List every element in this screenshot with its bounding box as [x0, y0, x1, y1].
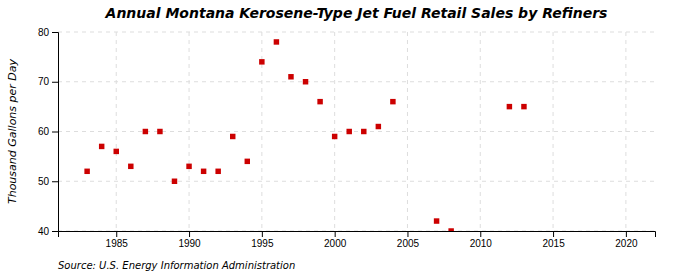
point [172, 179, 177, 184]
grid-line-x [625, 32, 626, 231]
y-axis-tick-label: 60 [38, 126, 50, 137]
x-axis-tick-mark [116, 231, 117, 237]
point [245, 159, 250, 164]
x-axis-tick-label: 1990 [178, 238, 201, 249]
point [376, 124, 381, 129]
point [99, 144, 104, 149]
grid [58, 32, 655, 231]
x-axis-tick: 2005 [397, 231, 420, 249]
point [274, 39, 279, 44]
point [186, 164, 191, 169]
point [128, 164, 133, 169]
point [201, 169, 206, 174]
point [448, 228, 453, 231]
x-axis-tick-label: 2015 [542, 238, 565, 249]
grid-line-y [58, 181, 655, 182]
point [317, 99, 322, 104]
x-axis-tick-label: 2010 [470, 238, 493, 249]
y-axis-tick-mark [52, 32, 58, 33]
point [521, 104, 526, 109]
x-axis-tick-mark [407, 231, 408, 237]
x-axis-tick-mark [262, 231, 263, 237]
y-axis-tick-label: 40 [38, 226, 50, 237]
point [259, 59, 264, 64]
point [114, 149, 119, 154]
x-axis-tick-mark [553, 231, 554, 237]
x-axis-tick: 1995 [251, 231, 274, 249]
y-axis-tick-mark [52, 82, 58, 83]
point [346, 129, 351, 134]
y-axis-tick: 60 [38, 126, 58, 137]
x-axis-tick-label: 1985 [106, 238, 129, 249]
grid-line-y [58, 81, 655, 82]
x-axis-tick-mark [480, 231, 481, 237]
y-axis-tick-label: 80 [38, 27, 50, 38]
y-axis-tick: 40 [38, 226, 58, 237]
point [303, 79, 308, 84]
y-axis-tick-mark [52, 132, 58, 133]
title: Annual Montana Kerosene-Type Jet Fuel Re… [105, 5, 608, 21]
x-axis-tick-label: 1995 [251, 238, 274, 249]
point [143, 129, 148, 134]
x-axis-tick: 2020 [615, 231, 638, 249]
grid-line-x [334, 32, 335, 231]
x-axis-tick-mark [626, 231, 627, 237]
y-axis-tick: 70 [38, 76, 58, 87]
point [84, 169, 89, 174]
plot-area: 1985 1990 1995 2000 2005 2010 2015 2020 40 50 60 70… [38, 27, 656, 249]
point [390, 99, 395, 104]
y-axis-tick-label: 50 [38, 176, 50, 187]
point [230, 134, 235, 139]
grid-line-x [116, 32, 117, 231]
y-axis-tick: 80 [38, 27, 58, 38]
y-axis: 40 50 60 70 80 [38, 27, 59, 237]
y-axis-title: Thousand Gallons per Day [6, 58, 19, 204]
point [507, 104, 512, 109]
point [215, 169, 220, 174]
grid-line-x [189, 32, 190, 231]
x-axis-tick: 1985 [106, 231, 129, 249]
x-axis-tick: 2010 [470, 231, 493, 249]
grid-line-x [480, 32, 481, 231]
source: Source: U.S. Energy Information Administ… [58, 260, 295, 271]
grid-line-y [58, 32, 655, 33]
point [332, 134, 337, 139]
point [288, 74, 293, 79]
point [361, 129, 366, 134]
point [157, 129, 162, 134]
x-axis-tick-mark [189, 231, 190, 237]
y-axis-tick-mark [52, 231, 58, 232]
x-axis-line [59, 232, 656, 238]
grid-line-x [407, 32, 408, 231]
chart: 1985 1990 1995 2000 2005 2010 2015 2020 40 50 60 70… [0, 0, 675, 275]
x-axis-tick: 2015 [542, 231, 565, 249]
y-axis-tick-mark [52, 181, 58, 182]
x-axis-tick: 2000 [324, 231, 347, 249]
points [84, 39, 526, 231]
x-axis-tick-label: 2020 [615, 238, 638, 249]
point [434, 218, 439, 223]
grid-line-x [553, 32, 554, 231]
y-axis-line [52, 33, 59, 232]
x-axis: 1985 1990 1995 2000 2005 2010 2015 2020 [59, 231, 656, 249]
x-axis-tick: 1990 [178, 231, 201, 249]
y-axis-tick-label: 70 [38, 76, 50, 87]
x-axis-tick-label: 2005 [397, 238, 420, 249]
x-axis-tick-mark [335, 231, 336, 237]
y-axis-tick: 50 [38, 176, 58, 187]
x-axis-tick-label: 2000 [324, 238, 347, 249]
